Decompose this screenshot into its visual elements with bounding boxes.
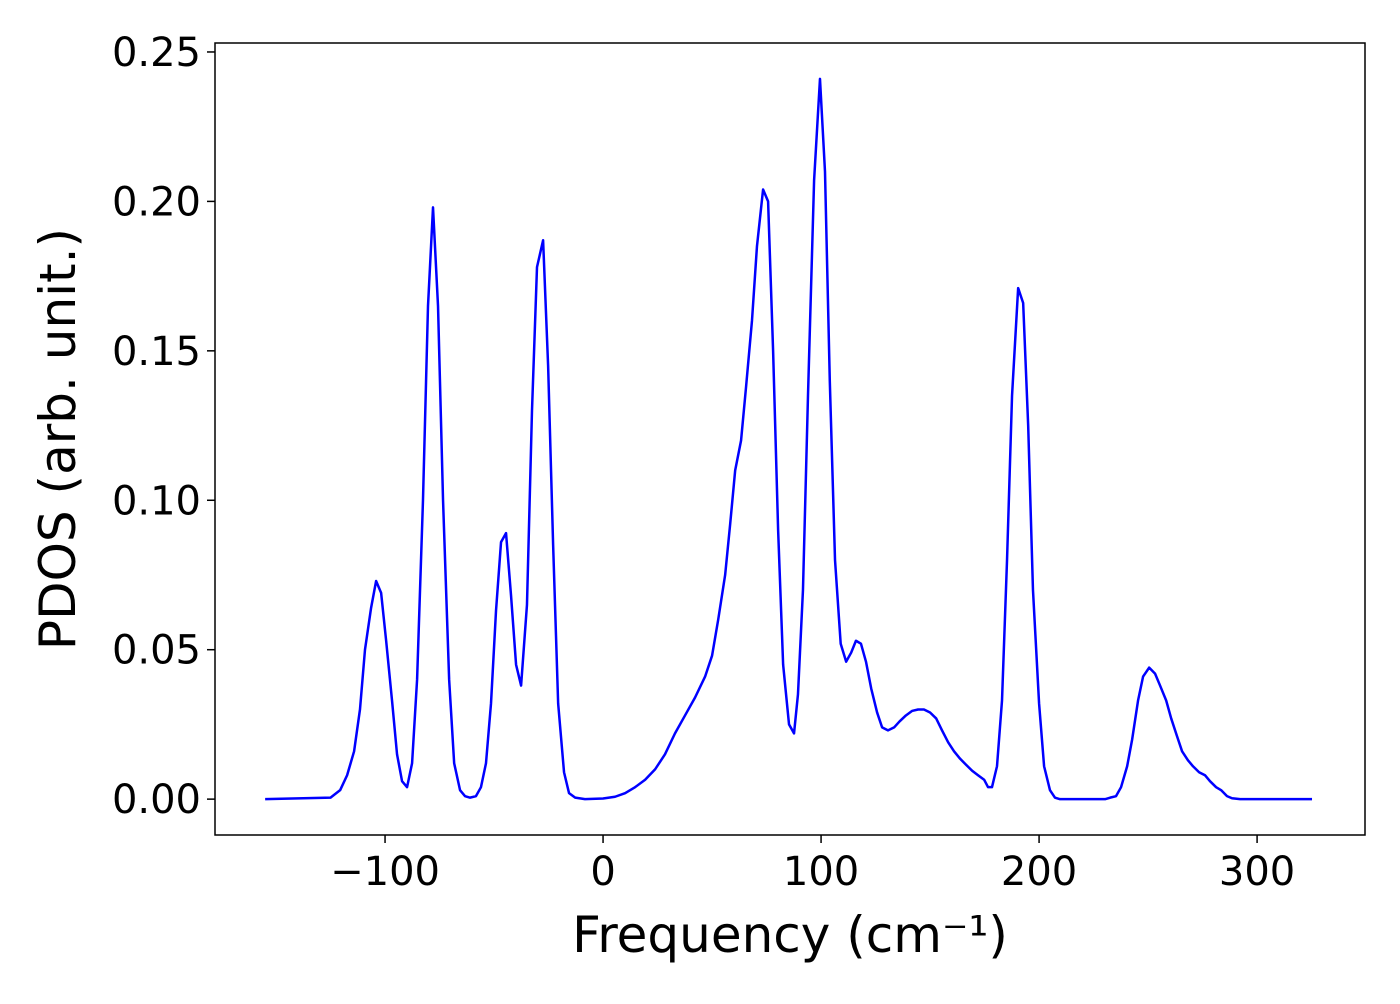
y-tick-label: 0.05	[112, 628, 201, 674]
y-tick-label: 0.20	[112, 179, 201, 225]
x-axis-label: Frequency (cm⁻¹)	[572, 906, 1008, 964]
y-tick-label: 0.15	[112, 329, 201, 375]
y-tick-label: 0.00	[112, 777, 201, 823]
y-tick-label: 0.10	[112, 478, 201, 524]
x-tick-label: 0	[590, 849, 615, 895]
y-tick-label: 0.25	[112, 30, 201, 76]
x-tick-label: −100	[330, 849, 440, 895]
x-tick-label: 100	[783, 849, 859, 895]
y-axis-label: PDOS (arb. unit.)	[29, 228, 87, 650]
x-tick-label: 300	[1219, 849, 1295, 895]
data-line	[265, 77, 1313, 801]
x-tick-label: 200	[1001, 849, 1077, 895]
plot-frame	[214, 42, 1366, 836]
